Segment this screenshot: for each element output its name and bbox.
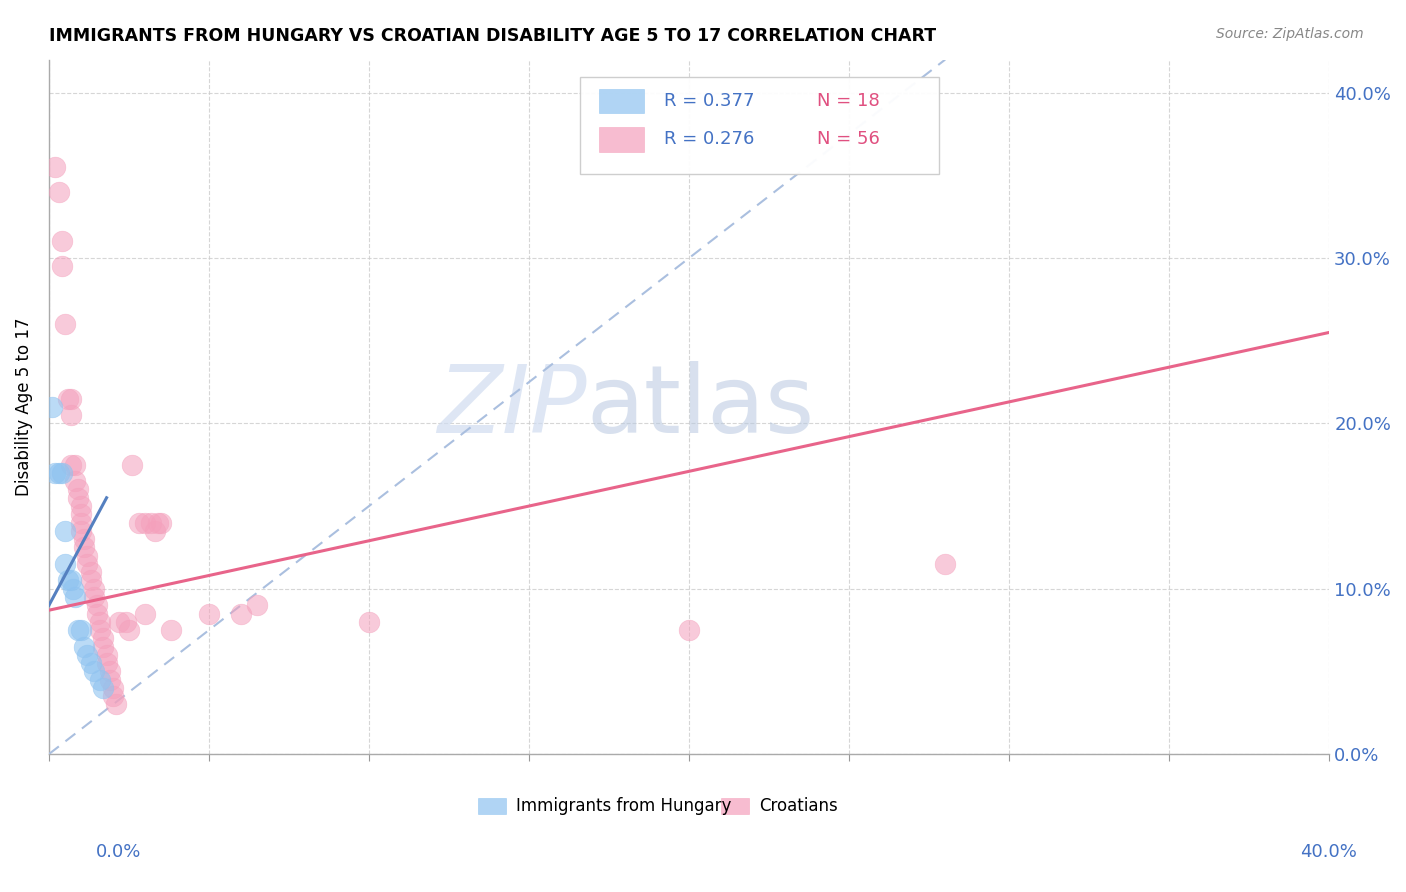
Point xyxy=(63,590,86,604)
Point xyxy=(56,392,79,406)
Point xyxy=(357,615,380,629)
FancyBboxPatch shape xyxy=(581,77,939,174)
Point xyxy=(105,698,128,712)
Point xyxy=(66,623,89,637)
Text: N = 56: N = 56 xyxy=(817,130,880,148)
Y-axis label: Disability Age 5 to 17: Disability Age 5 to 17 xyxy=(15,318,32,496)
Point xyxy=(51,466,73,480)
Point xyxy=(44,466,66,480)
Point xyxy=(70,508,93,522)
FancyBboxPatch shape xyxy=(478,798,506,814)
Point xyxy=(76,557,98,571)
Point xyxy=(63,458,86,472)
Point xyxy=(66,483,89,497)
Point xyxy=(93,681,115,695)
Point xyxy=(134,607,156,621)
Text: N = 18: N = 18 xyxy=(817,92,880,111)
Point xyxy=(229,607,252,621)
Point xyxy=(93,640,115,654)
Text: R = 0.276: R = 0.276 xyxy=(664,130,754,148)
Point xyxy=(53,317,76,331)
Text: Croatians: Croatians xyxy=(759,797,838,815)
Text: IMMIGRANTS FROM HUNGARY VS CROATIAN DISABILITY AGE 5 TO 17 CORRELATION CHART: IMMIGRANTS FROM HUNGARY VS CROATIAN DISA… xyxy=(49,27,936,45)
Point xyxy=(101,681,124,695)
Point xyxy=(146,516,169,530)
Point xyxy=(48,185,70,199)
Point xyxy=(70,516,93,530)
Point xyxy=(89,623,111,637)
FancyBboxPatch shape xyxy=(599,89,644,113)
Point xyxy=(48,466,70,480)
Point xyxy=(89,615,111,629)
Point xyxy=(98,665,121,679)
Point xyxy=(41,400,63,414)
Point xyxy=(134,516,156,530)
Point xyxy=(198,607,221,621)
Point xyxy=(118,623,141,637)
Point xyxy=(86,599,108,613)
Point xyxy=(121,458,143,472)
Point xyxy=(108,615,131,629)
Text: Source: ZipAtlas.com: Source: ZipAtlas.com xyxy=(1216,27,1364,41)
Point xyxy=(73,541,96,555)
Point xyxy=(60,392,83,406)
Point xyxy=(246,599,269,613)
Point xyxy=(114,615,136,629)
Point xyxy=(53,524,76,538)
Point xyxy=(89,673,111,687)
Point xyxy=(98,673,121,687)
Point xyxy=(70,499,93,513)
Point xyxy=(66,491,89,505)
Point xyxy=(79,656,101,670)
Point xyxy=(96,648,118,662)
Point xyxy=(141,516,163,530)
Point xyxy=(934,557,956,571)
Point xyxy=(159,623,181,637)
FancyBboxPatch shape xyxy=(599,128,644,152)
Point xyxy=(83,590,105,604)
Point xyxy=(60,574,83,588)
FancyBboxPatch shape xyxy=(721,798,749,814)
Point xyxy=(73,640,96,654)
Point xyxy=(56,574,79,588)
Point xyxy=(51,260,73,274)
Point xyxy=(76,648,98,662)
Point xyxy=(128,516,150,530)
Text: R = 0.377: R = 0.377 xyxy=(664,92,754,111)
Point xyxy=(79,565,101,579)
Point xyxy=(53,557,76,571)
Point xyxy=(73,532,96,546)
Point xyxy=(101,689,124,703)
Point xyxy=(150,516,173,530)
Text: 40.0%: 40.0% xyxy=(1301,843,1357,861)
Point xyxy=(143,524,166,538)
Point xyxy=(83,582,105,596)
Point xyxy=(96,656,118,670)
Point xyxy=(93,632,115,646)
Point xyxy=(86,607,108,621)
Point xyxy=(70,524,93,538)
Point xyxy=(51,235,73,249)
Point xyxy=(63,474,86,488)
Point xyxy=(44,160,66,174)
Point xyxy=(60,458,83,472)
Point xyxy=(678,623,700,637)
Text: 0.0%: 0.0% xyxy=(96,843,141,861)
Point xyxy=(60,408,83,422)
Point xyxy=(79,574,101,588)
Text: atlas: atlas xyxy=(586,361,815,453)
Point xyxy=(70,623,93,637)
Text: ZIP: ZIP xyxy=(437,361,586,452)
Point xyxy=(76,549,98,563)
Text: Immigrants from Hungary: Immigrants from Hungary xyxy=(516,797,731,815)
Point xyxy=(62,582,84,596)
Point xyxy=(83,665,105,679)
